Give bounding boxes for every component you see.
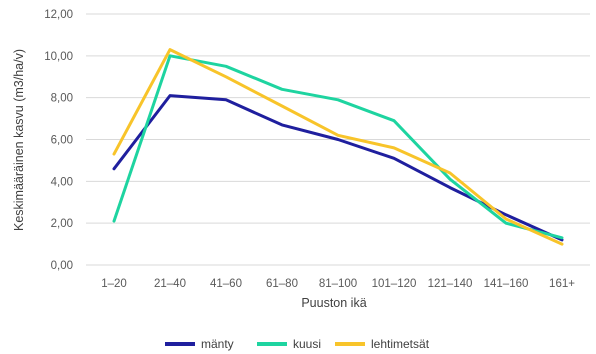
x-tick-label: 161+ <box>549 278 575 290</box>
x-tick-label: 21–40 <box>154 278 186 290</box>
y-tick-label: 10,00 <box>44 51 73 63</box>
series-line-mänty <box>112 94 564 242</box>
series-line-lehtimetsät <box>112 48 564 246</box>
x-tick-label: 121–140 <box>428 278 473 290</box>
x-tick-label: 61–80 <box>266 278 298 290</box>
y-tick-label: 4,00 <box>51 176 73 188</box>
legend-label: lehtimetsät <box>371 337 430 351</box>
legend-label: mänty <box>201 337 234 351</box>
y-tick-label: 2,00 <box>51 218 73 230</box>
x-axis-label: Puuston ikä <box>301 296 366 310</box>
x-tick-label: 141–160 <box>484 278 529 290</box>
y-tick-label: 6,00 <box>51 135 73 147</box>
legend-label: kuusi <box>293 337 321 351</box>
y-tick-label: 12,00 <box>44 9 73 21</box>
y-tick-label: 0,00 <box>51 260 73 272</box>
y-axis-label: Keskimääräinen kasvu (m3/ha/v) <box>12 49 26 231</box>
y-axis-ticks: 0,00 2,00 4,00 6,00 8,00 10,00 12,00 <box>44 9 73 272</box>
y-tick-label: 8,00 <box>51 93 73 105</box>
x-tick-label: 1–20 <box>101 278 127 290</box>
legend: mänty kuusi lehtimetsät <box>165 337 430 351</box>
x-axis-ticks: 1–20 21–40 41–60 61–80 81–100 101–120 121–140 1… <box>101 278 575 290</box>
x-tick-label: 41–60 <box>210 278 242 290</box>
series-lines <box>112 48 564 246</box>
x-tick-label: 81–100 <box>319 278 357 290</box>
x-tick-label: 101–120 <box>372 278 417 290</box>
